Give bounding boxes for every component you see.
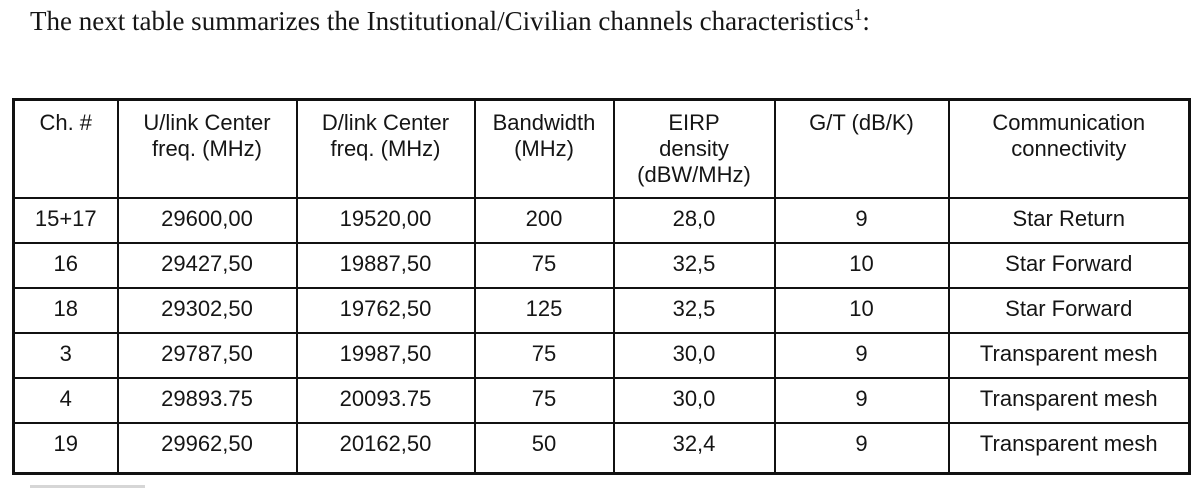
cell-gt: 9 xyxy=(773,421,950,475)
column-header-gt: G/T (dB/K) xyxy=(773,98,950,199)
cell-channel: 18 xyxy=(12,286,119,334)
cell-bandwidth: 75 xyxy=(473,241,615,289)
cell-channel: 15+17 xyxy=(12,196,119,244)
cell-bandwidth: 50 xyxy=(473,421,615,475)
cell-bandwidth: 75 xyxy=(473,331,615,379)
column-header-downlink-freq: D/link Center freq. (MHz) xyxy=(295,98,476,199)
table-row: 4 29893.75 20093.75 75 30,0 9 Transparen… xyxy=(12,376,1191,424)
cell-channel: 3 xyxy=(12,331,119,379)
cell-downlink-freq: 19887,50 xyxy=(295,241,476,289)
cell-channel: 4 xyxy=(12,376,119,424)
document-title-text: The next table summarizes the Institutio… xyxy=(30,6,854,36)
cell-bandwidth: 200 xyxy=(473,196,615,244)
cell-connectivity: Star Forward xyxy=(947,286,1191,334)
cell-eirp-density: 30,0 xyxy=(612,376,776,424)
cell-uplink-freq: 29787,50 xyxy=(116,331,298,379)
cell-eirp-density: 32,5 xyxy=(612,286,776,334)
cell-connectivity: Transparent mesh xyxy=(947,421,1191,475)
cell-eirp-density: 32,5 xyxy=(612,241,776,289)
cell-connectivity: Transparent mesh xyxy=(947,331,1191,379)
cell-channel: 16 xyxy=(12,241,119,289)
cell-eirp-density: 32,4 xyxy=(612,421,776,475)
footnote-reference: 1 xyxy=(854,5,863,24)
channels-table: Ch. # U/link Center freq. (MHz) D/link C… xyxy=(12,98,1191,475)
cell-uplink-freq: 29427,50 xyxy=(116,241,298,289)
cell-gt: 10 xyxy=(773,286,950,334)
table-row: 18 29302,50 19762,50 125 32,5 10 Star Fo… xyxy=(12,286,1191,334)
cell-downlink-freq: 19987,50 xyxy=(295,331,476,379)
cell-bandwidth: 125 xyxy=(473,286,615,334)
cell-eirp-density: 30,0 xyxy=(612,331,776,379)
cell-gt: 10 xyxy=(773,241,950,289)
cell-bandwidth: 75 xyxy=(473,376,615,424)
table-row: 16 29427,50 19887,50 75 32,5 10 Star For… xyxy=(12,241,1191,289)
cell-eirp-density: 28,0 xyxy=(612,196,776,244)
cell-gt: 9 xyxy=(773,331,950,379)
footnote-separator xyxy=(30,485,145,488)
cell-uplink-freq: 29302,50 xyxy=(116,286,298,334)
column-header-channel: Ch. # xyxy=(12,98,119,199)
cell-gt: 9 xyxy=(773,376,950,424)
cell-connectivity: Transparent mesh xyxy=(947,376,1191,424)
document-title: The next table summarizes the Institutio… xyxy=(30,6,870,37)
column-header-eirp-density: EIRP density (dBW/MHz) xyxy=(612,98,776,199)
column-header-connectivity: Communication connectivity xyxy=(947,98,1191,199)
table-row: 3 29787,50 19987,50 75 30,0 9 Transparen… xyxy=(12,331,1191,379)
table-row: 19 29962,50 20162,50 50 32,4 9 Transpare… xyxy=(12,421,1191,475)
table-row: 15+17 29600,00 19520,00 200 28,0 9 Star … xyxy=(12,196,1191,244)
cell-uplink-freq: 29600,00 xyxy=(116,196,298,244)
cell-downlink-freq: 20162,50 xyxy=(295,421,476,475)
cell-uplink-freq: 29962,50 xyxy=(116,421,298,475)
cell-downlink-freq: 19762,50 xyxy=(295,286,476,334)
cell-downlink-freq: 19520,00 xyxy=(295,196,476,244)
cell-uplink-freq: 29893.75 xyxy=(116,376,298,424)
cell-connectivity: Star Return xyxy=(947,196,1191,244)
cell-connectivity: Star Forward xyxy=(947,241,1191,289)
cell-gt: 9 xyxy=(773,196,950,244)
cell-channel: 19 xyxy=(12,421,119,475)
document-title-suffix: : xyxy=(862,6,870,36)
column-header-uplink-freq: U/link Center freq. (MHz) xyxy=(116,98,298,199)
column-header-bandwidth: Bandwidth (MHz) xyxy=(473,98,615,199)
cell-downlink-freq: 20093.75 xyxy=(295,376,476,424)
table-header-row: Ch. # U/link Center freq. (MHz) D/link C… xyxy=(12,98,1191,199)
